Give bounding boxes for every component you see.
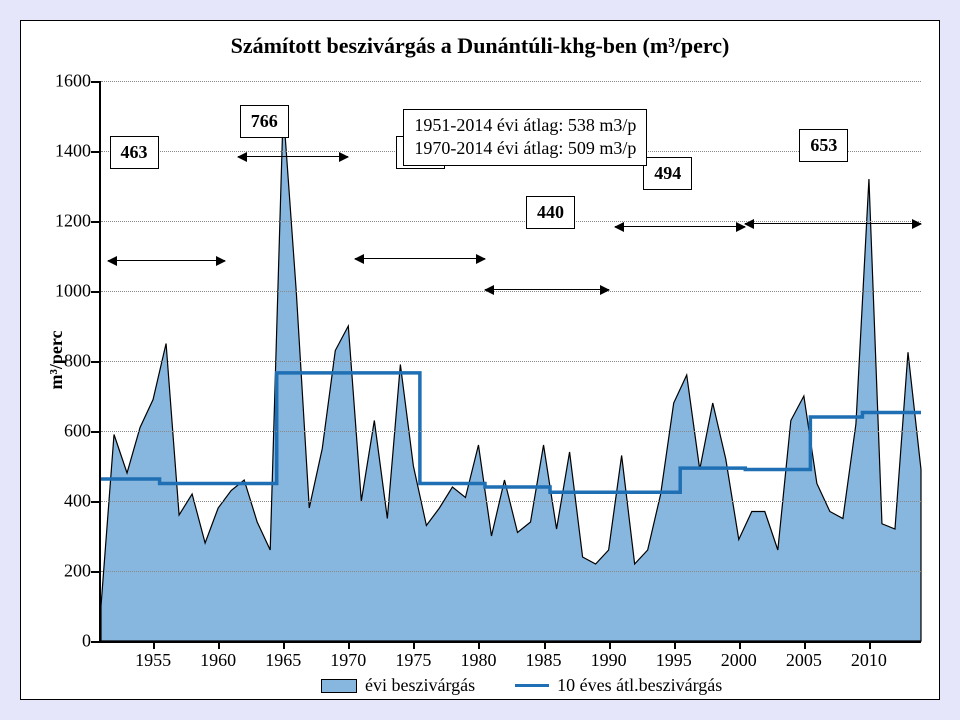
y-tick <box>91 81 101 83</box>
stats-box: 1951-2014 évi átlag: 538 m3/p1970-2014 é… <box>403 109 647 166</box>
annotation-box: 494 <box>643 157 692 190</box>
gridline <box>101 571 921 572</box>
legend-item-line: 10 éves átl.beszivárgás <box>515 675 722 696</box>
x-tick-label: 1960 <box>200 650 236 671</box>
plot-area: 1955196019651970197519801985199019952000… <box>99 81 921 643</box>
gridline <box>101 361 921 362</box>
x-tick-label: 1995 <box>656 650 692 671</box>
y-tick <box>91 431 101 433</box>
legend-item-area: évi beszivárgás <box>321 675 475 696</box>
range-arrow <box>485 289 609 290</box>
gridline <box>101 81 921 82</box>
x-tick-label: 1970 <box>330 650 366 671</box>
x-tick-label: 1975 <box>395 650 431 671</box>
range-arrow <box>355 258 485 259</box>
x-tick-label: 1955 <box>135 650 171 671</box>
gridline <box>101 431 921 432</box>
y-tick-label: 0 <box>41 631 91 652</box>
x-tick <box>544 641 546 649</box>
y-tick-label: 800 <box>41 351 91 372</box>
annotation-box: 766 <box>240 105 289 138</box>
range-arrow <box>615 226 745 227</box>
x-tick-label: 1990 <box>591 650 627 671</box>
x-tick <box>218 641 220 649</box>
y-tick-label: 1400 <box>41 141 91 162</box>
x-tick-label: 1985 <box>526 650 562 671</box>
y-tick-label: 400 <box>41 491 91 512</box>
x-tick-label: 2005 <box>786 650 822 671</box>
gridline <box>101 291 921 292</box>
y-tick <box>91 221 101 223</box>
annotation-box: 653 <box>799 129 848 162</box>
y-tick-label: 1000 <box>41 281 91 302</box>
chart-title: Számított beszivárgás a Dunántúli-khg-be… <box>21 33 939 59</box>
legend-swatch-area <box>321 679 357 693</box>
y-tick-label: 600 <box>41 421 91 442</box>
x-tick-label: 2000 <box>721 650 757 671</box>
y-tick-label: 200 <box>41 561 91 582</box>
y-tick-label: 1200 <box>41 211 91 232</box>
gridline <box>101 501 921 502</box>
y-tick <box>91 151 101 153</box>
range-arrow <box>238 156 349 157</box>
x-tick <box>283 641 285 649</box>
x-tick-label: 2010 <box>851 650 887 671</box>
x-tick <box>739 641 741 649</box>
area-series <box>101 109 921 641</box>
chart-panel: Számított beszivárgás a Dunántúli-khg-be… <box>20 20 940 700</box>
y-tick <box>91 361 101 363</box>
annotation-box: 463 <box>110 136 159 169</box>
legend: évi beszivárgás 10 éves átl.beszivárgás <box>321 675 899 696</box>
y-tick <box>91 641 101 643</box>
x-tick-label: 1980 <box>460 650 496 671</box>
x-tick-label: 1965 <box>265 650 301 671</box>
x-tick <box>609 641 611 649</box>
y-tick-label: 1600 <box>41 71 91 92</box>
y-tick <box>91 571 101 573</box>
y-tick <box>91 291 101 293</box>
legend-swatch-line <box>515 684 549 687</box>
x-tick <box>413 641 415 649</box>
x-tick <box>804 641 806 649</box>
x-tick <box>869 641 871 649</box>
x-tick <box>674 641 676 649</box>
x-tick <box>153 641 155 649</box>
x-tick <box>348 641 350 649</box>
annotation-box: 440 <box>526 196 575 229</box>
legend-label-area: évi beszivárgás <box>365 675 475 696</box>
range-arrow <box>745 223 921 224</box>
range-arrow <box>108 260 225 261</box>
x-tick <box>478 641 480 649</box>
y-tick <box>91 501 101 503</box>
legend-label-line: 10 éves átl.beszivárgás <box>557 675 722 696</box>
